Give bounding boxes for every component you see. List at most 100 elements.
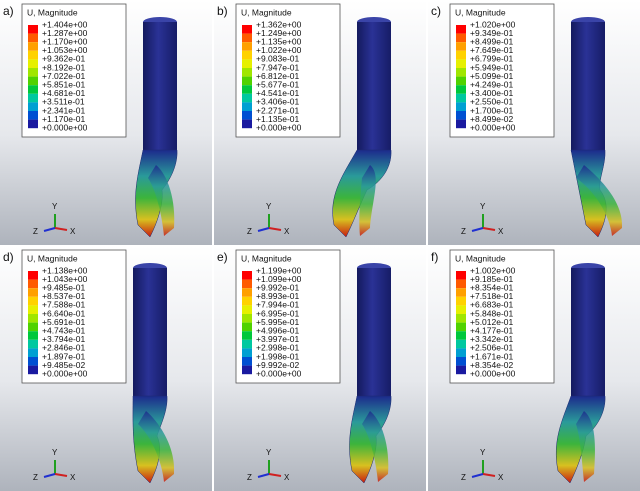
- legend-box: [21, 3, 127, 138]
- triad-z: [43, 473, 56, 478]
- legend-color: [456, 305, 466, 314]
- legend-color: [28, 314, 38, 323]
- legend-value: +2.271e-01: [256, 105, 300, 115]
- legend-value: +8.354e-01: [470, 282, 514, 292]
- legend-color: [242, 85, 252, 94]
- panel-label: b): [217, 4, 228, 18]
- legend-value: +1.287e+00: [42, 28, 88, 38]
- legend-color: [242, 76, 252, 86]
- legend-color: [242, 271, 252, 280]
- drill-flute: [570, 149, 607, 238]
- legend-color: [456, 93, 466, 103]
- legend-value: +8.537e-01: [42, 291, 86, 301]
- legend-value: +6.683e-01: [470, 300, 514, 310]
- legend-title: U, Magnitude: [27, 7, 78, 17]
- legend-value: +7.022e-01: [42, 71, 86, 81]
- legend-color: [456, 85, 466, 94]
- panel-label: e): [217, 250, 228, 264]
- legend-value: +1.099e+00: [256, 274, 302, 284]
- legend-color: [28, 348, 38, 357]
- legend-value: +1.022e+00: [256, 45, 302, 55]
- legend-box: [21, 249, 127, 384]
- legend-color: [456, 339, 466, 349]
- legend-value: +5.012e-01: [470, 317, 514, 327]
- legend-color: [242, 93, 252, 103]
- legend-color: [28, 339, 38, 349]
- legend-value: +8.993e-01: [256, 291, 300, 301]
- triad-label: X: [70, 227, 76, 236]
- triad-z: [257, 473, 270, 478]
- legend-color: [28, 102, 38, 111]
- legend-color: [456, 322, 466, 332]
- legend-value: +1.998e-01: [256, 351, 300, 361]
- legend-color: [28, 85, 38, 94]
- legend-value: +0.000e+00: [256, 368, 302, 378]
- legend-value: +8.192e-01: [42, 62, 86, 72]
- triad-label: Z: [33, 227, 38, 236]
- panel: e) U, Magnitude+1.199e+00+1.099e+00+9.992…: [214, 246, 426, 491]
- legend-color: [456, 33, 466, 43]
- legend-value: +9.185e-01: [470, 274, 514, 284]
- legend-value: +3.400e-01: [470, 88, 514, 98]
- triad-z: [471, 473, 484, 478]
- legend-value: +2.998e-01: [256, 343, 300, 353]
- legend-title: U, Magnitude: [455, 253, 506, 263]
- triad-label: X: [70, 473, 76, 482]
- legend-value: +4.177e-01: [470, 325, 514, 335]
- legend-color: [242, 365, 252, 375]
- legend-value: +2.341e-01: [42, 105, 86, 115]
- legend-color: [28, 296, 38, 306]
- legend-value: +2.506e-01: [470, 343, 514, 353]
- legend-box: [449, 3, 555, 138]
- triad-label: Y: [480, 202, 486, 211]
- legend-value: +1.135e-01: [256, 114, 300, 124]
- triad-x: [268, 473, 282, 477]
- legend-color: [28, 322, 38, 332]
- legend-value: +3.997e-01: [256, 334, 300, 344]
- legend-value: +1.053e+00: [42, 45, 88, 55]
- legend-value: +4.681e-01: [42, 88, 86, 98]
- legend-value: +5.851e-01: [42, 79, 86, 89]
- legend-color: [242, 322, 252, 332]
- legend-color: [28, 42, 38, 51]
- legend-value: +3.342e-01: [470, 334, 514, 344]
- triad-label: X: [498, 227, 504, 236]
- drill-flute: [576, 165, 623, 236]
- panel-label: d): [3, 250, 14, 264]
- legend-value: +6.799e-01: [470, 54, 514, 64]
- legend-value: +2.550e-01: [470, 97, 514, 107]
- triad-z: [257, 227, 270, 232]
- drill-shank: [133, 268, 167, 398]
- legend-color: [456, 119, 466, 129]
- legend-color: [28, 59, 38, 68]
- triad-label: Z: [247, 473, 252, 482]
- legend-value: +1.671e-01: [470, 351, 514, 361]
- legend-value: +5.949e-01: [470, 62, 514, 72]
- triad-x: [54, 473, 68, 477]
- legend-color: [28, 119, 38, 129]
- legend-value: +8.499e-01: [470, 36, 514, 46]
- legend-value: +5.995e-01: [256, 317, 300, 327]
- legend-value: +6.995e-01: [256, 308, 300, 318]
- legend-box: [449, 249, 555, 384]
- legend-value: +9.362e-01: [42, 54, 86, 64]
- triad-label: Y: [266, 202, 272, 211]
- legend-title: U, Magnitude: [241, 7, 292, 17]
- legend-value: +6.640e-01: [42, 308, 86, 318]
- legend-value: +5.677e-01: [256, 79, 300, 89]
- triad-label: Y: [52, 448, 58, 457]
- legend-color: [456, 296, 466, 306]
- legend-value: +1.138e+00: [42, 265, 88, 275]
- drill-flute: [362, 411, 389, 482]
- legend-color: [242, 50, 252, 60]
- panel-label: c): [431, 4, 441, 18]
- legend-color: [456, 279, 466, 289]
- legend-value: +9.485e-01: [42, 282, 86, 292]
- legend-value: +7.649e-01: [470, 45, 514, 55]
- triad-label: Z: [461, 227, 466, 236]
- legend-title: U, Magnitude: [27, 253, 78, 263]
- legend-color: [28, 68, 38, 77]
- legend-color: [28, 50, 38, 60]
- legend-color: [242, 348, 252, 357]
- legend-color: [28, 76, 38, 86]
